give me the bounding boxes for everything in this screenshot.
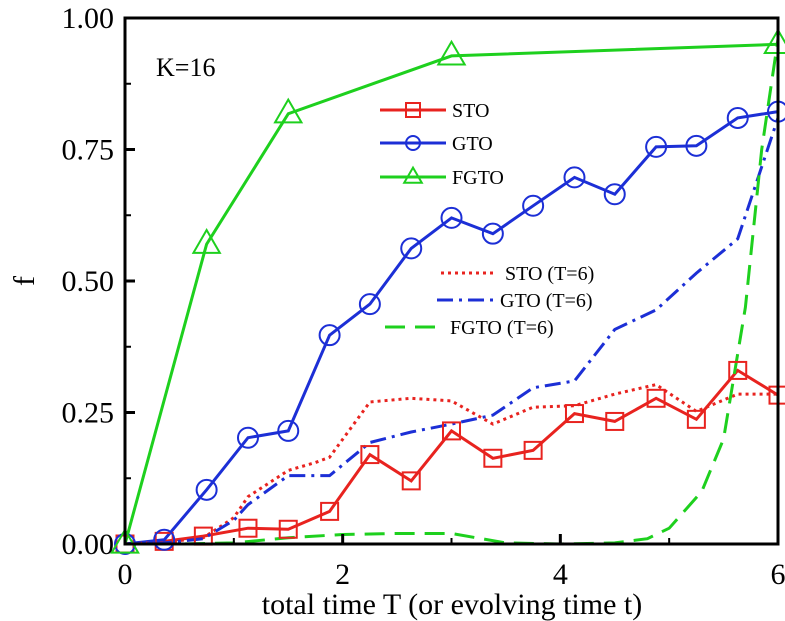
x-tick-label: 4 (553, 558, 568, 591)
data-point-gto (726, 106, 749, 129)
data-point-gto (522, 194, 545, 217)
legend-label-gto-t-6: GTO (T=6) (500, 290, 593, 312)
legend-marker-sto (405, 102, 421, 118)
y-tick-label: 0.75 (62, 134, 115, 167)
data-point-gto (603, 183, 626, 206)
data-point-sto (646, 388, 666, 408)
data-point-gto (277, 419, 300, 442)
y-tick-label: 1.00 (62, 2, 115, 35)
data-point-gto (440, 206, 463, 229)
series-line-gto (124, 110, 779, 546)
y-axis-title: f (8, 276, 41, 286)
data-point-gto (400, 237, 423, 260)
series-markers (110, 28, 785, 555)
series-line-fgto (123, 42, 779, 545)
x-tick-label: 0 (118, 558, 133, 591)
data-point-sto (278, 519, 298, 539)
legend-label-sto: STO (452, 100, 489, 122)
legend-marker-gto (405, 135, 421, 151)
data-point-sto (442, 421, 461, 441)
data-point-sto (728, 360, 748, 380)
legend: STO GTO FGTO STO (T=6) GTO (T=6) FGTO (T=6) (380, 100, 594, 339)
data-point-gto (563, 166, 586, 189)
data-point-gto (153, 528, 176, 551)
x-axis-title: total time T (or evolving time t) (262, 588, 643, 621)
data-point-sto (360, 445, 380, 465)
data-point-gto (645, 135, 668, 158)
data-point-fgto (436, 39, 467, 66)
axis-ticks: 0 2 4 6 0.00 0.25 0.50 0.75 1.00 (62, 2, 785, 591)
series-line-sto-t-6 (124, 382, 778, 546)
legend-label-sto-t-6: STO (T=6) (505, 263, 594, 285)
data-point-gto (685, 134, 708, 157)
series-line-gto-t-6 (124, 117, 780, 546)
data-point-gto (195, 478, 218, 501)
data-point-gto (318, 324, 341, 347)
legend-label-fgto: FGTO (452, 167, 504, 189)
data-point-sto (564, 404, 584, 424)
data-point-sto (686, 409, 706, 429)
x-tick-label: 6 (771, 558, 785, 591)
y-tick-label: 0.50 (62, 265, 115, 298)
data-point-fgto (191, 228, 222, 254)
data-point-sto (238, 518, 258, 538)
y-tick-label: 0.00 (62, 528, 115, 561)
plot-frame (123, 16, 780, 546)
legend-label-fgto-t-6: FGTO (T=6) (450, 317, 554, 339)
data-point-sto (523, 440, 543, 460)
series-line-sto (124, 368, 779, 546)
data-point-sto (483, 448, 503, 468)
data-point-sto (320, 501, 340, 521)
data-point-fgto (273, 97, 304, 124)
data-point-sto (401, 471, 421, 491)
data-point-gto (236, 426, 259, 449)
data-point-sto (605, 411, 625, 431)
data-point-gto (481, 222, 504, 245)
annotation-k: K=16 (156, 53, 215, 82)
data-point-fgto (110, 527, 140, 554)
data-point-fgto (763, 28, 785, 54)
data-point-gto (358, 293, 381, 316)
legend-marker-fgto (402, 165, 424, 184)
x-tick-label: 2 (335, 558, 350, 591)
y-tick-label: 0.25 (62, 397, 115, 430)
legend-label-gto: GTO (452, 133, 493, 155)
